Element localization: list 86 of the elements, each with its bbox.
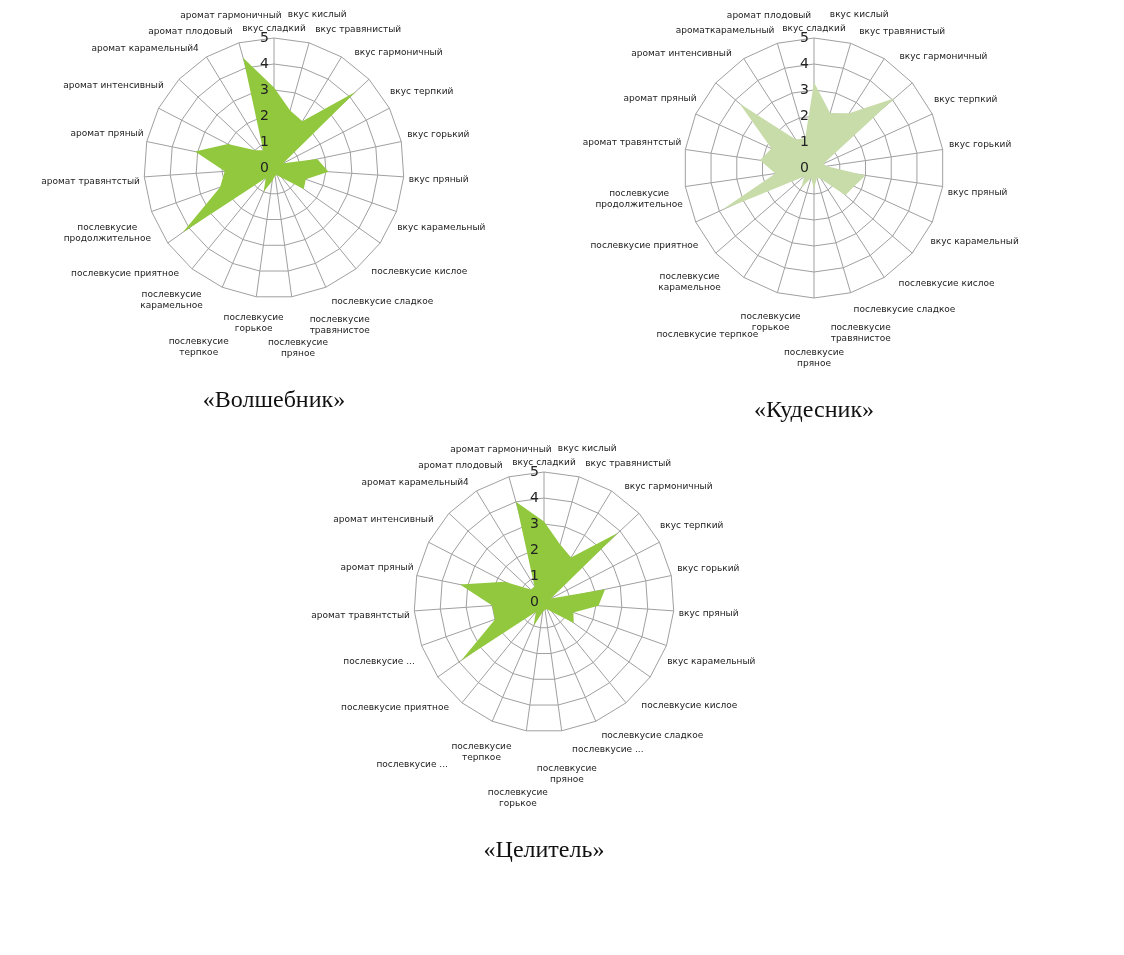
spoke-label: послевкусие приятное [341,702,450,713]
spoke-label: аромат пряный [623,92,697,103]
spoke-label: послевкусие продолжительное [595,188,684,210]
spoke-label: аромат интенсивный [631,48,732,59]
spoke-label: послевкусие сладкое [853,303,956,314]
spoke-label: вкус горький [407,128,470,139]
spoke-label: послевкусие кислое [371,265,468,276]
spoke-label: вкус пряный [678,608,739,619]
spoke-label: аромат плодовый [418,459,503,470]
y-tick-label: 4 [260,55,270,71]
spoke-label: вкус карамельный [930,236,1019,247]
y-tick-label: 0 [530,593,539,609]
spoke-label: послевкусие сладкое [331,296,434,307]
spoke-label: послевкусие пряное [783,347,845,368]
spoke-label: аромат травянтстый [41,175,141,186]
spoke-label: аромат гармоничный [180,9,282,20]
spoke-label: вкус горький [949,139,1012,150]
text: «Целитель» [483,836,605,863]
spoke-label: послевкусие терпкое [656,329,759,340]
y-tick-label: 2 [530,541,539,557]
spoke-label: послевкусие пряное [536,763,598,785]
spoke-label: послевкусие карамельное [140,288,204,310]
spoke-label: послевкусие ... [343,655,415,666]
spoke-label: послевкусие терпкое [168,336,230,358]
spoke-label: послевкусие приятное [590,240,699,251]
spoke-label: вкус кислый [829,8,889,19]
spoke-label: послевкусие травянистое [830,322,892,344]
spoke-label: вкус горький [677,562,740,573]
spoke-label: послевкусие пряное [267,337,329,359]
spoke-label: послевкусие ... [572,743,644,754]
spoke-label: аромат плодовый [148,25,233,36]
y-tick-label: 2 [260,107,269,123]
spoke-label: ароматкарамельный [675,24,775,35]
y-tick-label: 2 [800,107,809,123]
spoke-label: аромат карамельный4 [361,476,470,487]
spoke-label: вкус пряный [408,174,469,185]
spoke-label: вкус пряный [947,186,1008,197]
spoke-label: послевкусие ... [376,758,448,769]
spoke-label: вкус гармоничный [354,46,443,57]
spoke-label: аромат гармоничный [450,443,552,454]
text: «Волшебник» [202,386,346,413]
spoke-label: послевкусие кислое [641,699,738,710]
spoke-label: вкус карамельный [397,222,486,233]
y-tick-label: 0 [800,159,809,175]
y-tick-label: 1 [800,133,809,149]
spoke-label: вкус терпкий [933,93,998,104]
spoke-label: вкус сладкий [782,22,846,33]
y-tick-label: 1 [530,567,539,583]
y-tick-label: 4 [800,55,810,71]
spoke-label: вкус кислый [557,442,617,453]
spoke-label: аромат интенсивный [333,513,434,524]
y-tick-label: 3 [530,515,539,531]
spoke-label: послевкусие приятное [71,268,180,279]
y-tick-label: 1 [260,133,269,149]
spoke-label: вкус карамельный [667,656,756,667]
spoke-label: послевкусие горькое [740,310,802,332]
spoke-label: вкус гармоничный [624,480,713,491]
spoke-label: послевкусие продолжительное [63,222,152,244]
y-tick-label: 4 [530,489,540,505]
spoke-label: аромат плодовый [726,9,812,20]
spoke-label: послевкусие кислое [898,277,995,288]
spoke-label: вкус сладкий [512,456,576,467]
spoke-label: вкус травянистый [859,25,946,36]
spoke-label: вкус терпкий [659,520,724,531]
text: «Кудесник» [753,396,875,422]
spoke-label: вкус терпкий [389,86,454,97]
spoke-label: вкус кислый [287,8,347,19]
spoke-label: послевкусие сладкое [601,730,704,741]
spoke-label: вкус сладкий [242,22,306,33]
y-tick-label: 3 [260,81,269,97]
spoke-label: аромат пряный [70,128,144,139]
spoke-label: послевкусие горькое [487,787,549,809]
y-tick-label: 3 [800,81,809,97]
spoke-label: вкус травянистый [315,24,402,35]
spoke-label: послевкусие травянистое [309,314,371,336]
spoke-label: аромат пряный [340,562,414,573]
spoke-label: аромат интенсивный [63,79,164,90]
spoke-label: аромат травянтстый [311,609,411,620]
spoke-label: аромат травянтстый [582,136,682,147]
spoke-label: вкус травянистый [585,458,672,469]
spoke-label: послевкусие терпкое [451,740,512,762]
spoke-label: вкус гармоничный [899,50,988,61]
spoke-label: послевкусие карамельное [658,270,722,292]
spoke-label: послевкусие горькое [223,311,285,333]
y-tick-label: 0 [260,159,269,175]
spoke-label: аромат карамельный4 [91,42,200,53]
